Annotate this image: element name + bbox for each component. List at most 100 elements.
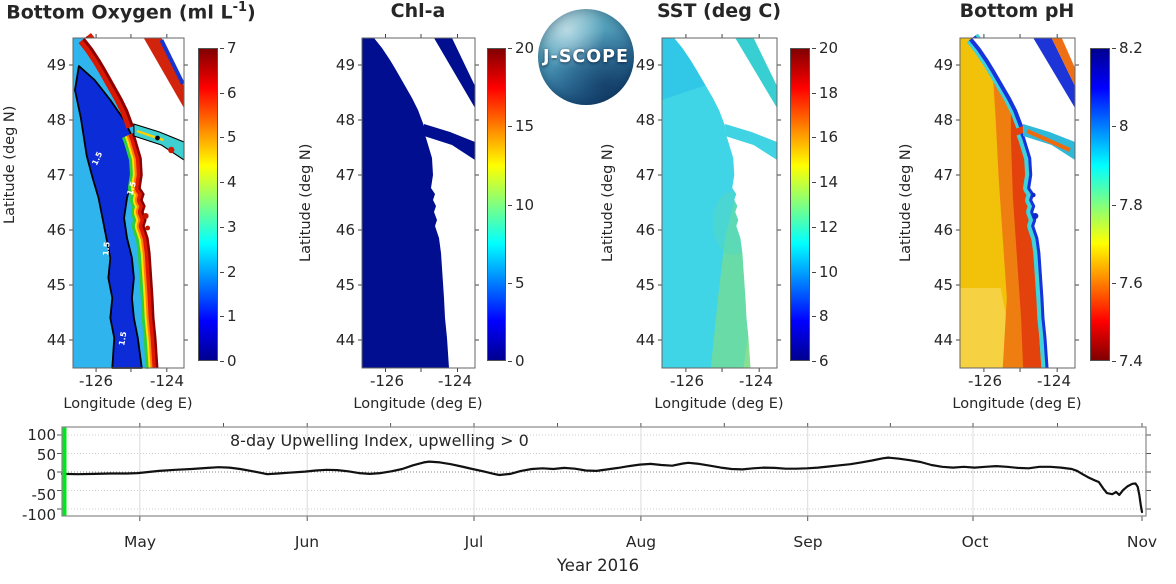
upwelling-xlabel: Year 2016 [556,556,640,575]
colorbar-tick-label: 3 [220,218,260,236]
oxygen-lon-ticks: -126 -124 [68,372,195,390]
y-tick-label: 0 [46,466,56,484]
chla-title: Chl-a [390,0,446,22]
lat-tick-label: 44 [46,331,66,349]
lat-tick-label: 49 [933,56,953,74]
land [674,38,777,368]
oxygen-map: 1.5 1.5 1.5 1.5 [73,33,184,368]
upwelling-y-ticks: 100 50 0 -50 -100 [2,425,56,524]
lat-tick-label: 44 [635,331,655,349]
colorbar-tick-label: 2 [220,263,260,281]
oxygen-colorbar [198,48,218,361]
lat-tick-label: 49 [335,56,355,74]
lat-tick-label: 47 [335,166,355,184]
lat-tick-label: 45 [933,276,953,294]
colorbar-tick-label: 18 [812,84,852,102]
lon-tick-label: -124 [1036,372,1072,390]
land [374,38,475,368]
colorbar-tick-label: 20 [508,39,548,57]
sst-colorbar-ticks: 20 18 16 14 12 10 8 6 [812,39,852,370]
chla-xlabel: Longitude (deg E) [353,396,483,412]
colorbar-tick-label: 6 [812,352,852,370]
month-label: May [123,533,157,551]
jscope-logo: J-SCOPE [538,9,634,105]
sst-colorbar [790,48,810,361]
strait-of-georgia [1033,38,1075,108]
estuary [1032,213,1039,219]
sst-ylabel: Latitude (deg N) [600,143,616,263]
ph-colorbar-ticks: 8.2 8 7.8 7.6 7.4 [1112,39,1156,370]
lat-tick-label: 46 [46,221,66,239]
strait-of-juan-de-fuca [725,124,777,160]
ph-colorbar [1090,48,1110,361]
sst-map [662,38,777,368]
y-tick-label: -100 [21,506,56,524]
colorbar-tick-label: 6 [220,84,260,102]
chla-ylabel: Latitude (deg N) [298,143,314,263]
axis-ticks [956,34,1079,372]
lat-tick-label: 45 [635,276,655,294]
lon-tick-label: -126 [78,372,114,390]
sst-lat-ticks: 49 48 47 46 45 44 [629,55,655,350]
chla-lon-ticks: -126 -124 [359,372,483,390]
month-label: Jul [464,533,484,551]
ph-title: Bottom pH [959,0,1075,22]
lon-tick-label: -124 [149,372,185,390]
month-label: Nov [1126,533,1158,551]
colorbar-tick-label: 7.8 [1112,196,1156,214]
month-tick-labels: May Jun Jul Aug Sep Oct Nov [115,533,1167,551]
land [972,38,1075,368]
oxygen-title: Bottom Oxygen (ml L-1) [6,0,256,24]
axis-ticks [69,34,188,372]
sst-title: SST (deg C) [656,0,782,22]
lat-tick-label: 44 [335,331,355,349]
svg-text:1.5: 1.5 [101,241,111,256]
colorbar-tick-label: 15 [508,117,548,135]
lat-tick-label: 46 [635,221,655,239]
chla-map [362,38,475,368]
axis-ticks [57,423,1151,521]
lon-tick-label: -126 [369,372,405,390]
lat-tick-label: 45 [335,276,355,294]
strait-of-juan-de-fuca [424,124,475,160]
lon-tick-label: -126 [669,372,705,390]
lat-tick-label: 48 [635,111,655,129]
svg-text:1.5: 1.5 [125,180,138,196]
strait-of-georgia [434,38,475,108]
lat-tick-label: 49 [635,56,655,74]
colorbar-tick-label: 20 [812,39,852,57]
lon-tick-label: -126 [967,372,1003,390]
colorbar-tick-label: 14 [812,173,852,191]
lat-tick-label: 45 [46,276,66,294]
oxygen-xlabel: Longitude (deg E) [63,396,193,412]
ph-map [960,33,1075,368]
colorbar-tick-label: 7.4 [1112,352,1156,370]
colorbar-tick-label: 0 [508,352,548,370]
axis-ticks [658,34,781,372]
colorbar-tick-label: 5 [508,274,548,292]
colorbar-tick-label: 0 [220,352,260,370]
strait-of-georgia [735,38,777,108]
estuary [145,225,151,231]
colorbar-tick-label: 8 [1112,117,1156,135]
chla-colorbar-ticks: 20 15 10 5 0 [508,39,548,370]
month-label: Aug [625,533,657,551]
sst-lon-ticks: -126 -124 [659,372,784,390]
month-label: Sep [793,533,823,551]
colorbar-tick-label: 7 [220,39,260,57]
lat-tick-label: 49 [46,56,66,74]
lat-tick-label: 46 [335,221,355,239]
upwelling-index-line [60,456,1144,514]
oxygen-ylabel: Latitude (deg N) [2,105,18,225]
lat-tick-label: 48 [46,111,66,129]
chla-colorbar [487,48,506,361]
colorbar-tick-label: 1 [220,307,260,325]
lat-tick-label: 44 [933,331,953,349]
colorbar-tick-label: 4 [220,173,260,191]
y-gridlines [62,434,1146,510]
ph-ylabel: Latitude (deg N) [898,143,914,263]
y-tick-label: 50 [36,446,56,464]
svg-text:1.5: 1.5 [117,331,128,347]
month-label: Jun [294,533,320,551]
lat-tick-label: 48 [933,111,953,129]
